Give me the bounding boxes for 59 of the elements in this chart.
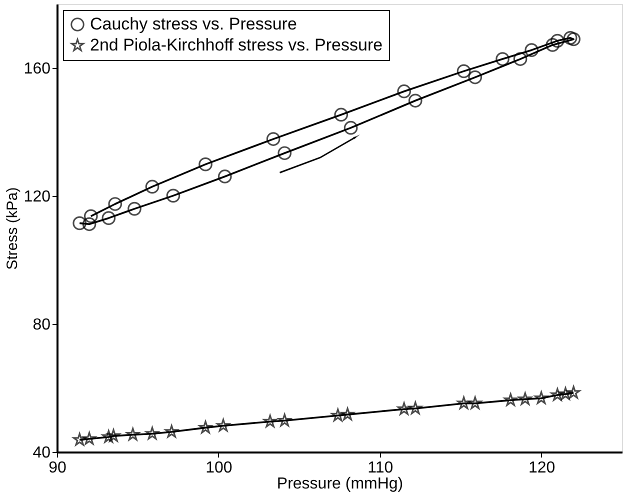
y-tick-label: 40 xyxy=(32,444,51,462)
point xyxy=(468,396,482,410)
y-tick-label: 120 xyxy=(24,188,51,206)
point xyxy=(534,391,548,404)
point xyxy=(496,52,510,66)
point xyxy=(72,432,86,446)
point xyxy=(457,396,470,410)
point xyxy=(468,70,482,84)
point xyxy=(504,393,518,406)
x-tick-label: 120 xyxy=(528,460,556,476)
x-tick-label: 90 xyxy=(48,460,66,476)
point xyxy=(145,180,160,194)
x-axis-title: Pressure (mmHg) xyxy=(276,476,404,492)
point xyxy=(397,402,411,415)
x-tick-label: 100 xyxy=(206,460,232,476)
point xyxy=(128,202,142,216)
y-tick-label: 160 xyxy=(24,60,51,78)
point xyxy=(566,386,580,399)
point xyxy=(82,432,96,445)
point xyxy=(84,209,98,224)
legend-label: Cauchy stress vs. Pressure xyxy=(90,14,297,34)
point xyxy=(146,426,159,440)
point xyxy=(550,388,564,401)
legend-label: 2nd Piola-Kirchhoff stress vs. Pressure xyxy=(90,36,383,54)
point xyxy=(334,108,348,122)
point xyxy=(278,414,292,426)
y-tick-label: 80 xyxy=(32,316,51,334)
point xyxy=(198,420,212,434)
point xyxy=(408,94,422,108)
point xyxy=(340,408,354,420)
point xyxy=(518,392,532,405)
point xyxy=(218,170,232,184)
point xyxy=(566,32,580,46)
point xyxy=(198,157,212,172)
point xyxy=(546,38,560,52)
point xyxy=(263,414,277,428)
point xyxy=(72,216,87,230)
x-tick-label: 110 xyxy=(368,460,394,476)
point xyxy=(216,418,230,432)
point xyxy=(344,120,358,135)
point xyxy=(166,188,180,203)
point xyxy=(102,211,116,225)
point xyxy=(164,424,178,438)
point xyxy=(456,64,471,78)
point xyxy=(513,52,528,66)
point xyxy=(331,408,345,422)
point xyxy=(558,387,572,400)
point xyxy=(550,34,564,48)
point xyxy=(106,429,120,442)
point xyxy=(397,84,411,98)
point xyxy=(126,428,140,440)
point xyxy=(278,146,292,160)
y-axis-title: Stress (kPa) xyxy=(4,187,21,270)
point xyxy=(408,402,422,414)
point xyxy=(563,31,578,45)
point xyxy=(108,197,122,211)
point xyxy=(82,217,96,232)
point xyxy=(266,132,280,146)
point xyxy=(524,43,539,57)
